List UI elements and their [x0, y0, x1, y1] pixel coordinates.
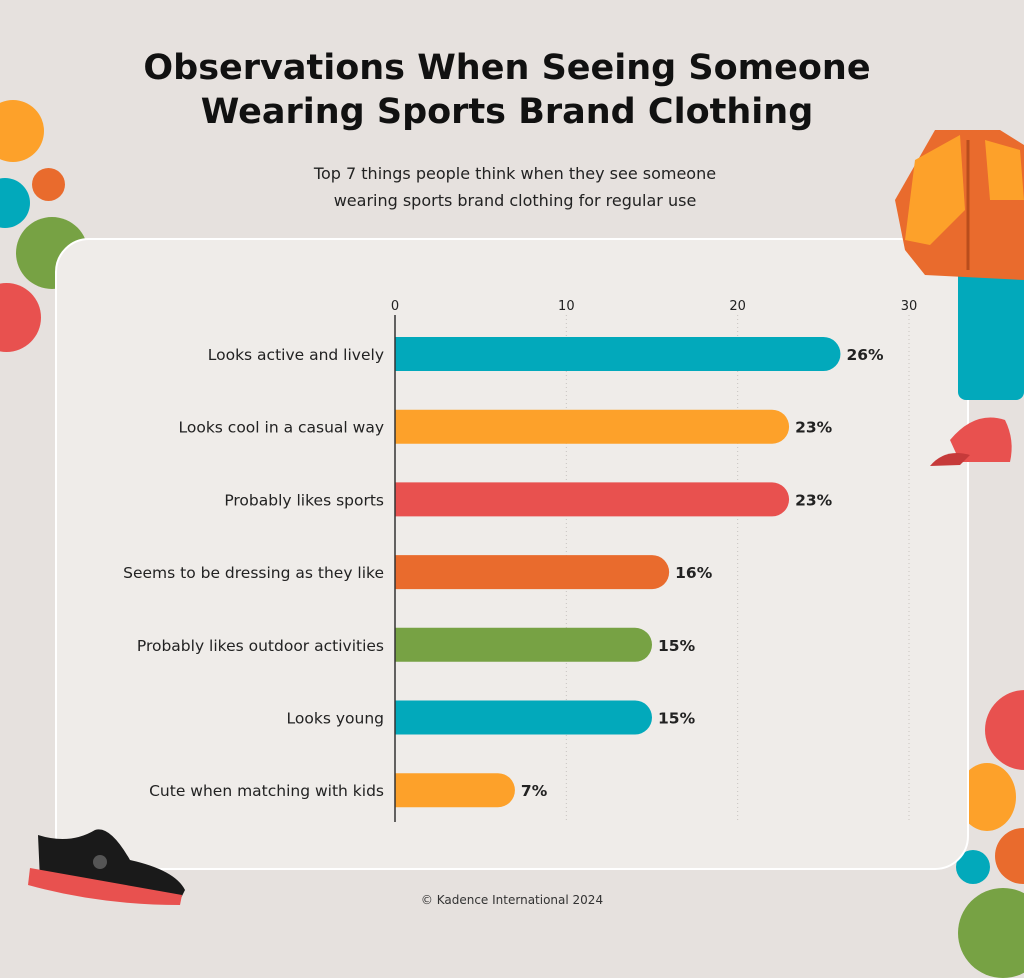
- data-label: 23%: [795, 419, 833, 437]
- data-label: 23%: [795, 491, 833, 509]
- category-label: Looks young: [287, 710, 384, 728]
- data-label: 15%: [658, 637, 696, 655]
- category-label: Seems to be dressing as they like: [123, 564, 384, 582]
- chart-subtitle: Top 7 things people think when they see …: [0, 160, 1024, 214]
- data-label: 26%: [846, 346, 884, 364]
- jacket-illustration: [895, 130, 1024, 400]
- category-label: Looks active and lively: [208, 346, 384, 364]
- bar: [395, 700, 652, 735]
- footer-credit: © Kadence International 2024: [420, 893, 604, 907]
- x-tick-label: 10: [558, 299, 575, 314]
- cap-illustration: [930, 417, 1012, 466]
- x-tick-label: 0: [391, 299, 399, 314]
- decor-circle: [32, 168, 65, 201]
- x-tick-label: 30: [901, 299, 918, 314]
- bar: [395, 627, 652, 662]
- illustrations: [28, 130, 1024, 905]
- bar: [395, 555, 670, 590]
- chart-title: Observations When Seeing Someone Wearing…: [0, 46, 1014, 134]
- bar: [395, 773, 515, 808]
- title-line: Observations When Seeing Someone: [143, 48, 871, 88]
- bar: [395, 409, 790, 444]
- bar: [395, 482, 790, 517]
- subtitle-line: Top 7 things people think when they see …: [313, 164, 717, 183]
- category-label: Probably likes outdoor activities: [137, 637, 384, 655]
- category-label: Looks cool in a casual way: [178, 419, 384, 437]
- x-tick-label: 20: [729, 299, 746, 314]
- category-label: Probably likes sports: [224, 491, 384, 509]
- title-line: Wearing Sports Brand Clothing: [200, 92, 814, 132]
- subtitle-line: wearing sports brand clothing for regula…: [333, 191, 697, 210]
- category-label: Cute when matching with kids: [149, 782, 384, 800]
- bar: [395, 337, 841, 371]
- data-label: 7%: [521, 782, 548, 800]
- bar-chart: 0 10 20 30 Looks active and lively 26% Looks c…: [123, 299, 918, 822]
- data-label: 16%: [675, 564, 713, 582]
- data-label: 15%: [658, 710, 696, 728]
- shoe-illustration: [28, 829, 185, 905]
